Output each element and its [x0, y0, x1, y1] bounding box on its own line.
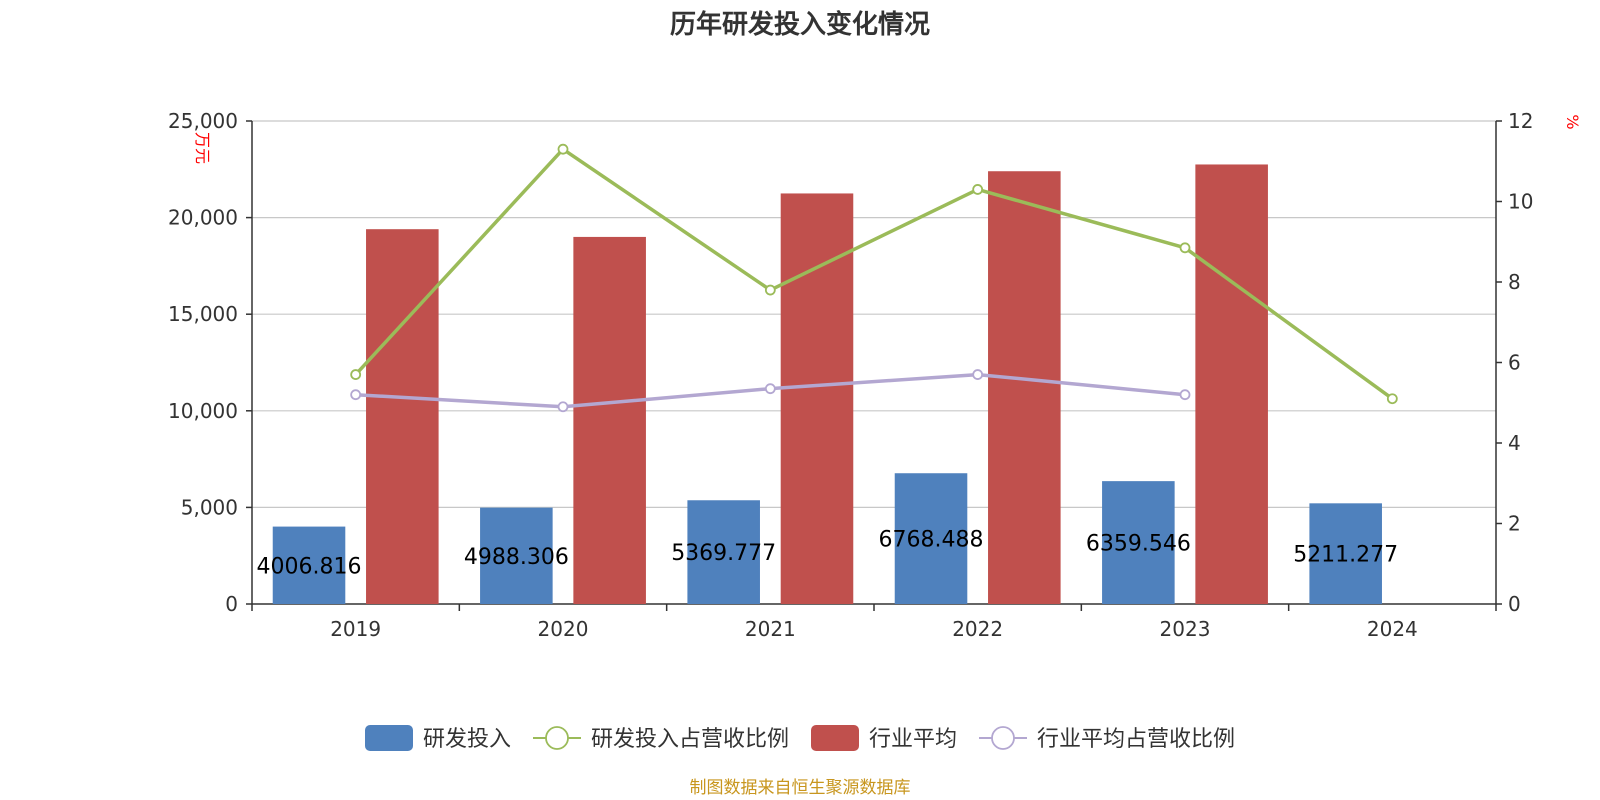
line-point	[764, 383, 776, 395]
legend-swatch-marker	[545, 726, 569, 750]
bars	[272, 164, 1382, 605]
legend[interactable]: 研发投入 研发投入占营收比例 行业平均 行业平均占营收比例	[365, 725, 1235, 752]
grid-lines	[252, 120, 1496, 508]
bar-rd-2024	[1309, 503, 1382, 604]
x-axis-tick-label: 2021	[745, 617, 796, 641]
bar-rd-2023	[1102, 481, 1175, 604]
legend-label: 研发投入	[423, 727, 511, 752]
data-label: 6768.488	[879, 528, 984, 553]
line-point	[557, 143, 569, 155]
left-axis-tick-label: 5,000	[181, 495, 238, 519]
right-axis-tick-label: 8	[1508, 270, 1521, 294]
x-axis-tick-label: 2020	[538, 617, 589, 641]
legend-label: 行业平均占营收比例	[1037, 727, 1235, 752]
legend-label: 行业平均	[869, 727, 957, 752]
legend-swatch-marker	[991, 726, 1015, 750]
right-axis-tick-label: 12	[1508, 109, 1533, 133]
x-axis-tick-label: 2024	[1367, 617, 1418, 641]
x-axis-tick-label: 2023	[1160, 617, 1211, 641]
line-series-rd-ratio	[354, 147, 1394, 401]
right-axis-unit: %	[1563, 114, 1582, 129]
right-axis-tick-label: 0	[1508, 592, 1521, 616]
bar-industry-2022	[988, 171, 1061, 604]
data-label: 4988.306	[464, 545, 569, 570]
legend-item[interactable]: 研发投入占营收比例	[533, 726, 789, 752]
line-point	[764, 284, 776, 296]
bar-industry-2020	[573, 236, 646, 605]
line-point	[972, 184, 984, 195]
data-label: 4006.816	[257, 554, 362, 579]
legend-label: 研发投入占营收比例	[591, 727, 789, 752]
line-point	[1386, 393, 1398, 405]
source-note: 制图数据来自恒生聚源数据库	[690, 778, 911, 798]
bar-rd-2021	[687, 500, 760, 604]
data-label: 5211.277	[1293, 543, 1398, 568]
chart-title: 历年研发投入变化情况	[670, 9, 930, 40]
left-axis-unit: 万元	[193, 132, 212, 164]
data-label: 5369.777	[671, 541, 776, 566]
left-axis-tick-label: 25,000	[168, 109, 238, 133]
left-axis-tick-label: 0	[225, 592, 238, 616]
bar-rd-2019	[272, 526, 346, 604]
legend-swatch	[811, 725, 859, 751]
left-axis-tick-label: 15,000	[168, 302, 238, 326]
right-axis-tick-label: 10	[1508, 190, 1533, 214]
line-point	[1179, 242, 1191, 254]
x-axis-tick-label: 2022	[952, 617, 1003, 641]
legend-item[interactable]: 行业平均占营收比例	[979, 726, 1235, 752]
bar-industry-2023	[1195, 164, 1268, 604]
bar-industry-2021	[780, 193, 854, 604]
line-point	[350, 369, 362, 380]
line-point	[557, 401, 569, 413]
lines	[350, 143, 1398, 413]
line-point	[972, 369, 984, 380]
line-point	[1179, 389, 1191, 401]
legend-swatch	[365, 725, 413, 751]
right-axis-tick-label: 2	[1508, 512, 1521, 536]
line-point	[350, 389, 362, 401]
legend-item[interactable]: 行业平均	[811, 725, 957, 752]
right-axis-tick-label: 6	[1508, 351, 1521, 375]
right-axis-tick-label: 4	[1508, 431, 1521, 455]
bar-rd-2022	[894, 473, 968, 604]
legend-item[interactable]: 研发投入	[365, 725, 511, 752]
x-axis-tick-label: 2019	[330, 617, 381, 641]
data-labels: 4006.816 4988.306 5369.777 6768.488 6359.546…	[257, 528, 1399, 580]
bar-rd-2020	[480, 507, 553, 604]
left-axis-tick-label: 10,000	[168, 399, 238, 423]
axes: 0 5,000 10,000 15,000 20,000 25,000 0 2 4 6 8 10 12 2…	[168, 109, 1533, 641]
bar-industry-2019	[366, 229, 439, 604]
data-label: 6359.546	[1086, 532, 1191, 557]
left-axis-tick-label: 20,000	[168, 206, 238, 230]
